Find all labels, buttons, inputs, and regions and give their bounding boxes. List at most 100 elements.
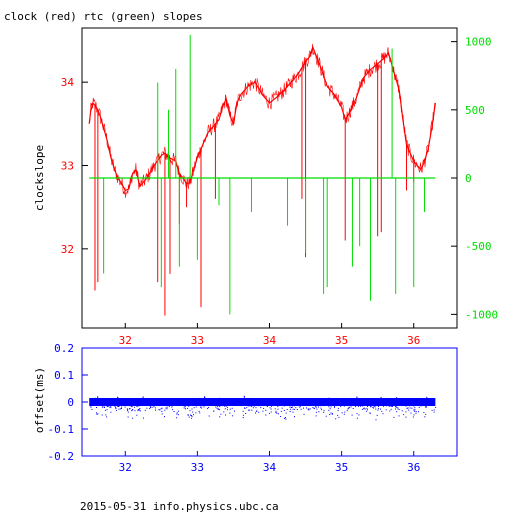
offset-point (153, 405, 155, 407)
offset-point (149, 408, 151, 410)
offset-point (306, 407, 307, 409)
offset-point (217, 408, 219, 410)
offset-point (247, 405, 249, 407)
offset-point (423, 412, 425, 413)
offset-point (221, 405, 223, 407)
offset-point (299, 406, 301, 408)
offset-point (395, 406, 397, 408)
offset-point (183, 405, 185, 407)
offset-point (374, 404, 376, 406)
offset-point (187, 414, 189, 416)
offset-point (193, 397, 195, 400)
offset-point (299, 405, 301, 407)
offset-point (277, 408, 279, 410)
offset-point (339, 405, 341, 406)
offset-point (380, 408, 381, 410)
offset-point (96, 407, 97, 408)
offset-point (289, 406, 291, 408)
offset-point (245, 413, 247, 414)
y2-tick-label: 1000 (465, 36, 492, 49)
offset-point (136, 414, 138, 416)
offset-point (382, 413, 384, 415)
lower-blue-series (89, 395, 437, 421)
offset-point (255, 412, 256, 414)
offset-point (258, 411, 260, 413)
x-tick-label: 32 (119, 461, 132, 474)
offset-point (354, 404, 356, 406)
offset-point (360, 405, 361, 407)
offset-point (238, 404, 240, 406)
offset-point (412, 416, 414, 418)
offset-point (93, 404, 95, 406)
offset-point (301, 404, 303, 406)
upper-y-left-ticks: 32 33 34 (61, 76, 88, 256)
offset-point (90, 404, 92, 406)
offset-point (252, 407, 254, 409)
offset-point (146, 407, 148, 409)
offset-point (408, 409, 410, 411)
offset-point (98, 404, 100, 406)
offset-point (165, 407, 167, 409)
offset-point (349, 407, 350, 409)
offset-point (191, 415, 193, 417)
offset-point (190, 414, 191, 416)
offset-point (293, 408, 295, 410)
offset-point (104, 409, 106, 411)
offset-point (431, 398, 432, 401)
offset-point (126, 398, 128, 401)
offset-point (405, 411, 407, 413)
offset-point (335, 418, 337, 420)
offset-point (281, 407, 283, 409)
offset-point (243, 407, 245, 409)
offset-point (377, 405, 379, 407)
offset-point (129, 408, 131, 410)
offset-point (323, 405, 325, 407)
offset-point (229, 408, 231, 410)
offset-point (286, 404, 288, 406)
offset-point (343, 397, 345, 400)
offset-point (115, 404, 117, 406)
offset-point (137, 409, 139, 410)
offset-point (110, 405, 112, 407)
offset-point (367, 409, 368, 411)
offset-point (401, 410, 403, 412)
offset-point (405, 405, 407, 407)
offset-point (110, 407, 112, 409)
offset-point (143, 417, 144, 419)
offset-point (415, 412, 417, 414)
offset-point (398, 409, 400, 411)
offset-point (244, 407, 246, 409)
offset-point (118, 408, 120, 410)
offset-point (183, 404, 185, 406)
upper-green-series (89, 34, 436, 315)
offset-point (89, 404, 91, 406)
offset-point (90, 406, 92, 408)
offset-point (364, 408, 366, 410)
offset-point (208, 407, 209, 409)
offset-point (138, 409, 140, 411)
offset-point (275, 412, 277, 413)
offset-point (109, 404, 111, 406)
offset-point (119, 404, 121, 406)
offset-point (295, 407, 297, 409)
offset-band (89, 398, 436, 406)
offset-point (117, 405, 119, 407)
offset-point (219, 416, 221, 418)
offset-point (292, 411, 294, 413)
offset-point (431, 409, 433, 411)
offset-point (247, 409, 249, 411)
offset-point (243, 395, 245, 398)
offset-point (246, 407, 248, 409)
offset-point (378, 408, 379, 410)
offset-point (198, 410, 200, 412)
offset-point (201, 404, 203, 406)
offset-point (226, 409, 228, 411)
offset-point (184, 406, 186, 408)
offset-point (139, 410, 141, 412)
offset-point (234, 410, 235, 412)
offset-point (239, 405, 241, 406)
offset-point (313, 407, 315, 409)
offset-point (131, 406, 133, 408)
offset-point (283, 410, 285, 411)
